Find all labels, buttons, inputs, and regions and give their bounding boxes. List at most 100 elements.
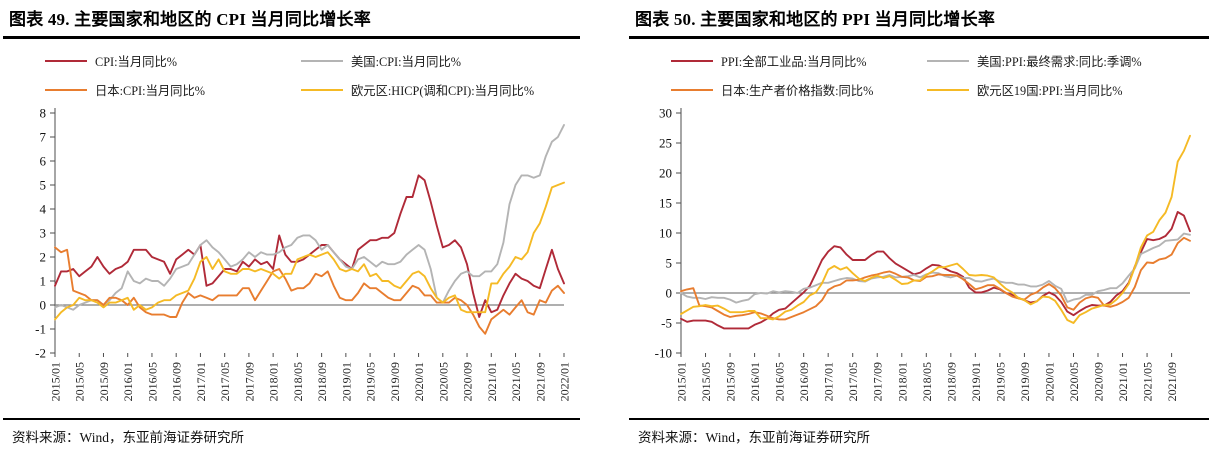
x-tick-label: 2018/01 (895, 362, 909, 401)
y-tick-label: 5 (40, 178, 47, 193)
legend-item: CPI:当月同比% (45, 52, 293, 70)
series-line (54, 181, 565, 321)
legend-item: 美国:PPI:最终需求:同比:季调% (927, 52, 1209, 70)
x-tick-label: 2017/09 (871, 362, 885, 401)
legend-label: PPI:全部工业品:当月同比% (721, 55, 867, 70)
legend-label: 美国:PPI:最终需求:同比:季调% (977, 55, 1142, 70)
x-tick-label: 2022/01 (558, 362, 572, 401)
legend-line-swatch (301, 89, 343, 92)
legend-item: 日本:CPI:当月同比% (45, 81, 293, 99)
x-tick-label: 2020/09 (461, 362, 475, 401)
legend-line-swatch (927, 60, 969, 63)
series-line (680, 232, 1191, 304)
legend-item: 日本:生产者价格指数:同比% (671, 81, 919, 99)
legend-line-swatch (671, 60, 713, 63)
panel-ppi: 图表 50. 主要国家和地区的 PPI 当月同比增长率 PPI:全部工业品:当月… (606, 0, 1212, 446)
x-tick-label: 2017/01 (194, 362, 208, 401)
y-tick-label: 2 (40, 250, 47, 265)
x-tick-label: 2019/09 (1018, 362, 1032, 401)
x-tick-label: 2016/05 (773, 362, 787, 401)
y-tick-label: 6 (40, 154, 47, 169)
x-tick-label: 2021/05 (509, 362, 523, 401)
legend-label: 日本:CPI:当月同比% (95, 84, 205, 99)
x-tick-label: 2016/05 (145, 362, 159, 401)
x-tick-label: 2015/05 (73, 362, 87, 401)
x-tick-label: 2015/01 (49, 362, 63, 401)
y-tick-label: 1 (40, 274, 47, 289)
x-tick-label: 2021/01 (485, 362, 499, 401)
y-tick-label: 25 (659, 136, 672, 151)
legend-item: 欧元区:HICP(调和CPI):当月同比% (301, 81, 580, 99)
legend-line-swatch (301, 60, 343, 63)
legend-line-swatch (671, 89, 713, 92)
x-tick-label: 2015/01 (675, 362, 689, 401)
x-tick-label: 2016/01 (121, 362, 135, 401)
x-tick-label: 2019/05 (364, 362, 378, 401)
x-tick-label: 2021/01 (1116, 362, 1130, 401)
series-line (54, 246, 565, 336)
y-tick-label: -1 (35, 322, 46, 337)
x-tick-label: 2017/09 (242, 362, 256, 401)
x-tick-label: 2015/09 (97, 362, 111, 401)
x-tick-label: 2020/05 (436, 362, 450, 401)
x-tick-label: 2018/05 (291, 362, 305, 401)
ppi-chart: -10 -5 0 5 10 15 20 25 30 2015/01 2015/05 2015/09 20… (655, 106, 1191, 402)
y-tick-label: 8 (40, 106, 47, 121)
x-tick-label: 2020/01 (412, 362, 426, 401)
y-tick-label: -2 (35, 346, 46, 361)
x-tick-label: 2015/09 (724, 362, 738, 401)
y-tick-label: -5 (661, 316, 672, 331)
y-tick-label: 30 (659, 106, 672, 121)
x-tick-label: 2021/09 (533, 362, 547, 401)
series-line (54, 174, 565, 319)
y-tick-label: 0 (40, 298, 47, 313)
x-tick-label: 2018/09 (944, 362, 958, 401)
legend-item: PPI:全部工业品:当月同比% (671, 52, 919, 70)
y-tick-label: 5 (666, 256, 673, 271)
x-tick-label: 2017/01 (822, 362, 836, 401)
x-tick-label: 2019/05 (993, 362, 1007, 401)
y-tick-label: 3 (40, 226, 47, 241)
legend: CPI:当月同比% 美国:CPI:当月同比% 日本:CPI:当月同比% 欧元区:HIC… (45, 52, 580, 99)
cpi-chart: -2 -1 0 1 2 3 4 5 6 7 8 2015/01 2015/05 2015/09 2016/0… (35, 106, 572, 402)
y-tick-label: 15 (659, 196, 672, 211)
x-tick-label: 2018/01 (267, 362, 281, 401)
x-tick-label: 2021/09 (1165, 362, 1179, 401)
legend-line-swatch (45, 60, 87, 63)
series-line (54, 124, 565, 312)
legend-label: 日本:生产者价格指数:同比% (721, 84, 874, 99)
legend-label: 欧元区:HICP(调和CPI):当月同比% (351, 84, 535, 99)
x-tick-label: 2017/05 (218, 362, 232, 401)
panel-title: 图表 49. 主要国家和地区的 CPI 当月同比增长率 (3, 7, 580, 40)
legend-line-swatch (927, 89, 969, 92)
legend-line-swatch (45, 89, 87, 92)
x-tick-label: 2019/01 (339, 362, 353, 401)
y-tick-label: 4 (40, 202, 47, 217)
y-tick-label: 0 (666, 286, 673, 301)
series-line (680, 135, 1191, 325)
x-tick-label: 2016/09 (170, 362, 184, 401)
x-tick-label: 2020/09 (1092, 362, 1106, 401)
y-tick-label: 20 (659, 166, 672, 181)
legend-item: 欧元区19国:PPI:当月同比% (927, 81, 1209, 99)
x-tick-label: 2018/09 (315, 362, 329, 401)
legend-label: CPI:当月同比% (95, 55, 177, 70)
panel-title: 图表 50. 主要国家和地区的 PPI 当月同比增长率 (629, 7, 1209, 40)
x-tick-label: 2019/01 (969, 362, 983, 401)
source-text: 资料来源：Wind，东亚前海证券研究所 (629, 418, 1209, 446)
x-tick-label: 2021/05 (1141, 362, 1155, 401)
x-tick-label: 2016/01 (748, 362, 762, 401)
series-line (680, 237, 1191, 321)
y-tick-label: -10 (655, 346, 672, 361)
x-tick-label: 2020/05 (1067, 362, 1081, 401)
legend-item: 美国:CPI:当月同比% (301, 52, 580, 70)
x-tick-label: 2020/01 (1042, 362, 1056, 401)
x-tick-label: 2015/05 (699, 362, 713, 401)
x-tick-label: 2019/09 (388, 362, 402, 401)
y-tick-label: 10 (659, 226, 672, 241)
source-text: 资料来源：Wind，东亚前海证券研究所 (3, 418, 580, 446)
figure-row: 图表 49. 主要国家和地区的 CPI 当月同比增长率 CPI:当月同比% 美国:… (0, 0, 1212, 446)
legend-label: 欧元区19国:PPI:当月同比% (977, 84, 1123, 99)
panel-cpi: 图表 49. 主要国家和地区的 CPI 当月同比增长率 CPI:当月同比% 美国:… (0, 0, 606, 446)
x-tick-label: 2018/05 (920, 362, 934, 401)
